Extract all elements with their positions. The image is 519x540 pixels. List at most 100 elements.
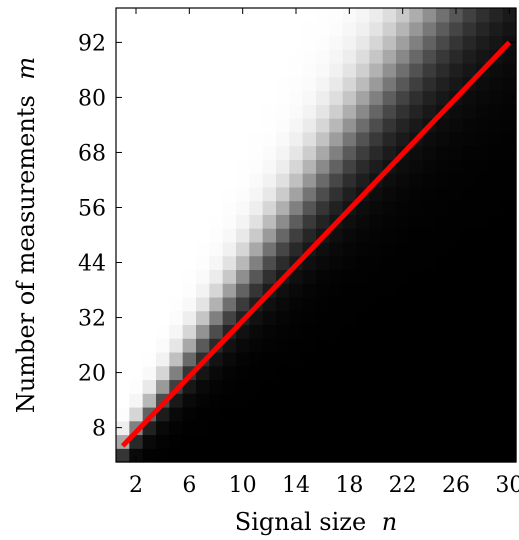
heatmap-cell (409, 35, 424, 50)
heatmap-cell (142, 104, 157, 119)
heatmap-cell (182, 104, 197, 119)
heatmap-cell (409, 365, 424, 381)
heatmap-cell (156, 159, 170, 174)
heatmap-cell (182, 269, 197, 284)
heatmap-cell (182, 145, 197, 160)
heatmap-cell (436, 118, 450, 133)
heatmap-cell (462, 63, 477, 78)
heatmap-cell (262, 35, 277, 50)
heatmap-cell (502, 420, 517, 436)
heatmap-cell (356, 406, 370, 422)
heatmap-cell (476, 324, 490, 339)
heatmap-cell (182, 351, 197, 367)
heatmap-cell (369, 35, 384, 50)
y-tick-label: 80 (78, 86, 106, 111)
heatmap-cell (476, 76, 490, 92)
x-axis-title: Signal size n (235, 508, 398, 536)
heatmap-cell (489, 296, 504, 312)
heatmap-cell (476, 365, 490, 381)
heatmap-cell (422, 8, 437, 23)
heatmap-cell (316, 420, 330, 436)
heatmap-cell (436, 159, 450, 174)
heatmap-cell (209, 351, 224, 367)
heatmap-cell (329, 406, 344, 422)
heatmap-cell (342, 434, 357, 449)
heatmap-cell (316, 63, 330, 78)
heatmap-cell (169, 159, 184, 174)
x-tick-label: 2 (129, 473, 143, 498)
heatmap-cell (342, 35, 357, 50)
heatmap-cell (462, 200, 477, 215)
heatmap-cell (316, 434, 330, 449)
heatmap-cell (316, 104, 330, 119)
heatmap-cell (436, 310, 450, 326)
heatmap-cell (329, 200, 344, 215)
heatmap-cell (449, 365, 464, 381)
heatmap-cell (409, 214, 424, 229)
heatmap-cell (262, 255, 277, 270)
heatmap-cell (356, 63, 370, 78)
heatmap-cell (222, 448, 237, 463)
heatmap-cell (356, 159, 370, 174)
heatmap-cell (209, 269, 224, 284)
heatmap-cell (302, 379, 317, 394)
heatmap-cell (236, 63, 250, 78)
heatmap-cell (116, 118, 130, 133)
heatmap-cell (289, 283, 304, 298)
heatmap-cell (502, 159, 517, 174)
heatmap-cell (449, 145, 464, 160)
heatmap-cell (422, 21, 437, 37)
heatmap-cell (169, 173, 184, 188)
heatmap-cell (249, 255, 264, 270)
heatmap-cell (329, 434, 344, 449)
heatmap-cell (142, 379, 157, 394)
heatmap-cell (356, 214, 370, 229)
heatmap-cell (302, 90, 317, 105)
heatmap-cell (382, 200, 397, 215)
heatmap-cell (116, 90, 130, 105)
heatmap-cell (222, 63, 237, 78)
heatmap-cell (342, 118, 357, 133)
heatmap-cell (129, 379, 144, 394)
heatmap-cell (356, 338, 370, 353)
heatmap-cell (382, 283, 397, 298)
heatmap-cell (382, 8, 397, 23)
heatmap-cell (276, 296, 290, 312)
heatmap-cell (249, 21, 264, 37)
heatmap-cell (396, 214, 410, 229)
heatmap-cell (289, 351, 304, 367)
heatmap-cell (302, 63, 317, 78)
heatmap-cell (116, 200, 130, 215)
heatmap-cell (209, 420, 224, 436)
heatmap-cell (356, 393, 370, 408)
heatmap-cell (236, 214, 250, 229)
heatmap-cell (249, 200, 264, 215)
heatmap-cell (502, 255, 517, 270)
heatmap-cell (249, 338, 264, 353)
heatmap-cell (182, 63, 197, 78)
heatmap-cell (436, 379, 450, 394)
heatmap-cell (422, 76, 437, 92)
heatmap-cell (356, 283, 370, 298)
heatmap-cell (156, 434, 170, 449)
heatmap-cell (249, 365, 264, 381)
heatmap-cell (156, 200, 170, 215)
heatmap-cell (422, 35, 437, 50)
heatmap-cell (129, 406, 144, 422)
heatmap-cell (169, 145, 184, 160)
heatmap-cell (236, 324, 250, 339)
heatmap-cell (276, 159, 290, 174)
heatmap-cell (222, 118, 237, 133)
heatmap-cell (262, 63, 277, 78)
heatmap-cell (302, 269, 317, 284)
heatmap-cell (396, 296, 410, 312)
heatmap-cell (116, 21, 130, 37)
heatmap-cell (382, 35, 397, 50)
heatmap-cell (249, 283, 264, 298)
heatmap-cell (302, 214, 317, 229)
heatmap-cell (249, 63, 264, 78)
heatmap-cell (449, 434, 464, 449)
heatmap-cell (329, 296, 344, 312)
heatmap-cell (156, 310, 170, 326)
